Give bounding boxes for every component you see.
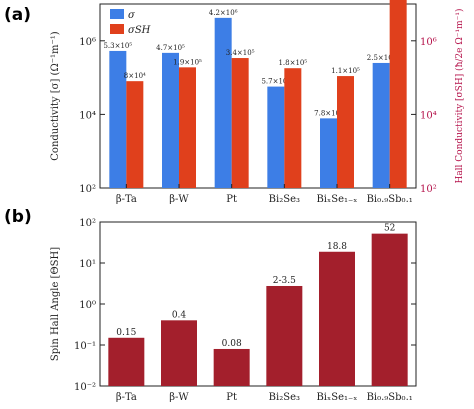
panel-a-data-label: 4.2×10⁶ xyxy=(209,9,238,17)
panel-a-data-label: 1.9×10⁵ xyxy=(173,58,202,66)
panel-a-bar xyxy=(284,68,302,188)
panel-b-tag: (b) xyxy=(4,207,32,227)
panel-b-categories: β-Ta β-W Pt Bi₂Se₃ BiₓSe₁₋ₓ Bi₀.₉Sb₀.₁ xyxy=(116,392,413,403)
panel-a-data-label: 1.8×10⁵ xyxy=(278,59,307,67)
panel-a-ytick-label-right: 10⁴ xyxy=(420,110,437,121)
panel-b-bar xyxy=(213,348,250,386)
panel-b-ytick-label: 10⁻¹ xyxy=(74,341,96,352)
panel-a-category-label: Bi₂Se₃ xyxy=(269,194,300,205)
panel-a-bar xyxy=(126,81,144,188)
panel-a-bar xyxy=(320,118,337,188)
panel-b-category-label: β-W xyxy=(169,392,189,403)
panel-b-category-label: Bi₂Se₃ xyxy=(269,392,300,403)
panel-a-ytick-label: 10⁶ xyxy=(79,37,96,48)
panel-b-ytick-label: 10¹ xyxy=(79,259,96,270)
panel-a-categories: β-Ta β-W Pt Bi₂Se₃ BiₓSe₁₋ₓ Bi₀.₉Sb₀.₁ xyxy=(116,194,413,205)
panel-b-category-label: BiₓSe₁₋ₓ xyxy=(316,392,357,403)
panel-a-frame xyxy=(99,3,417,189)
panel-b-category-label: Pt xyxy=(226,392,237,403)
panel-b-bar xyxy=(108,337,145,386)
panel-a-bar xyxy=(109,50,127,188)
panel-a-ticks: 10² 10² 10⁴ 10⁴ 10⁶ 10⁶ xyxy=(79,37,436,195)
panel-b-category-label: β-Ta xyxy=(116,392,137,403)
panel-b-bar xyxy=(161,320,197,386)
panel-b-ylabel: Spin Hall Angle [ΘSH] xyxy=(50,247,61,361)
panel-a-bar xyxy=(389,0,407,188)
panel-b-frame xyxy=(99,221,417,387)
panel-a-data-label: 5.7×10⁴ xyxy=(261,78,290,86)
panel-a-bar xyxy=(267,86,285,188)
panel-b-category-label: Bi₀.₉Sb₀.₁ xyxy=(367,392,413,403)
panel-a-ylabel-left: Conductivity [σ] (Ω⁻¹m⁻¹) xyxy=(50,31,61,161)
panel-b-data-label: 0.15 xyxy=(116,328,136,338)
panel-a-data-label: 5.3×10⁵ xyxy=(103,42,132,50)
panel-b-data-label: 0.08 xyxy=(222,339,242,349)
panel-a-data-label: 7.8×10³ xyxy=(314,109,343,117)
panel-a-ytick-label-right: 10² xyxy=(420,184,437,195)
panel-b-bar xyxy=(266,285,303,386)
panel-b-data-label: 18.8 xyxy=(327,242,347,252)
panel-a-bar xyxy=(162,52,179,189)
panel-b-bar xyxy=(371,233,408,386)
panel-a-tag: (a) xyxy=(4,5,31,25)
panel-a-category-label: Pt xyxy=(226,194,237,205)
panel-a-category-label: β-W xyxy=(169,194,189,205)
panel-a-bar xyxy=(214,17,232,188)
panel-a-ylabel-right: Hall Conductivity [σSH] (ħ/2e Ω⁻¹m⁻¹) xyxy=(454,8,465,183)
panel-a-ytick-label-right: 10⁶ xyxy=(420,37,437,48)
panel-a-bars: 5.3×10⁵ 8×10⁴ 4.7×10⁵ 1.9×10⁵ 4.2×10⁶ 3.4×10⁵… xyxy=(103,0,407,189)
panel-b-ticks: 10⁻² 10⁻¹ 10⁰ 10¹ 10² xyxy=(74,218,416,393)
panel-a-data-label: 3.4×10⁵ xyxy=(226,49,255,57)
panel-a-data-label: 1.1×10⁵ xyxy=(331,67,360,75)
panel-b-bars: 0.15 0.4 0.08 2-3.5 18.8 52 xyxy=(108,224,408,386)
panel-b-ytick-label: 10⁻² xyxy=(74,382,96,393)
legend-swatch-sigma-sh xyxy=(110,24,124,34)
panel-b-ytick-label: 10² xyxy=(79,218,96,229)
panel-a-category-label: β-Ta xyxy=(116,194,137,205)
panel-b-data-label: 0.4 xyxy=(172,310,187,320)
panel-a-data-label: 4.7×10⁵ xyxy=(156,44,185,52)
panel-b-ytick-label: 10⁰ xyxy=(79,300,96,311)
panel-a-bar xyxy=(231,58,249,188)
panel-a-category-label: BiₓSe₁₋ₓ xyxy=(316,194,357,205)
panel-a-data-label: 2.5×10⁵ xyxy=(367,54,396,62)
panel-b-data-label: 52 xyxy=(384,224,395,234)
panel-a-bar xyxy=(337,76,354,188)
panel-a-category-label: Bi₀.₉Sb₀.₁ xyxy=(367,194,413,205)
panel-a-bar xyxy=(372,62,390,188)
panel-a-data-label: 8×10⁴ xyxy=(124,72,146,80)
legend-label-sigma-sh: σSH xyxy=(128,25,151,36)
panel-a-ytick-label: 10² xyxy=(79,184,96,195)
panel-a-bar xyxy=(179,67,196,188)
legend-label-sigma: σ xyxy=(128,10,136,21)
legend-swatch-sigma xyxy=(110,9,124,19)
panel-b-bar xyxy=(319,251,355,386)
legend: σ σSH xyxy=(110,9,151,36)
panel-a-ytick-label: 10⁴ xyxy=(79,110,96,121)
panel-b-data-label: 2-3.5 xyxy=(273,276,296,286)
